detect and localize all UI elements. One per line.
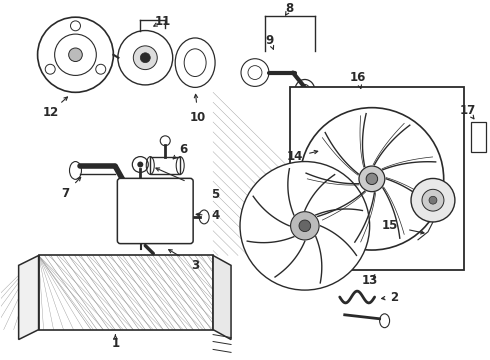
- Text: 1: 1: [111, 337, 120, 350]
- Circle shape: [366, 173, 378, 185]
- Bar: [471, 122, 486, 152]
- Circle shape: [45, 64, 55, 74]
- Text: 8: 8: [286, 2, 294, 15]
- Circle shape: [411, 179, 455, 222]
- Text: 11: 11: [155, 15, 172, 28]
- Text: 2: 2: [391, 291, 399, 303]
- Circle shape: [300, 108, 443, 250]
- Text: 5: 5: [211, 188, 219, 201]
- Circle shape: [422, 189, 444, 211]
- Circle shape: [133, 46, 157, 69]
- Text: 14: 14: [287, 150, 303, 163]
- Text: 13: 13: [362, 274, 378, 287]
- Circle shape: [69, 48, 82, 62]
- Text: 4: 4: [211, 210, 219, 222]
- Circle shape: [359, 166, 385, 192]
- Text: 3: 3: [191, 259, 199, 272]
- Circle shape: [140, 53, 150, 63]
- Circle shape: [71, 21, 80, 31]
- Text: 10: 10: [190, 111, 206, 123]
- Text: 9: 9: [266, 35, 274, 48]
- Circle shape: [291, 212, 319, 240]
- Bar: [290, 87, 465, 270]
- Text: 17: 17: [459, 104, 475, 117]
- Circle shape: [429, 196, 437, 204]
- Text: 15: 15: [381, 219, 398, 232]
- Circle shape: [299, 220, 311, 231]
- Text: 6: 6: [179, 143, 187, 156]
- FancyBboxPatch shape: [118, 178, 193, 244]
- Text: 16: 16: [349, 71, 366, 84]
- Text: 7: 7: [61, 187, 70, 200]
- Text: 12: 12: [43, 105, 59, 118]
- Circle shape: [137, 162, 143, 167]
- Circle shape: [96, 64, 106, 74]
- Bar: [150, 157, 180, 174]
- Circle shape: [240, 162, 369, 290]
- Polygon shape: [19, 256, 39, 339]
- Polygon shape: [213, 256, 231, 339]
